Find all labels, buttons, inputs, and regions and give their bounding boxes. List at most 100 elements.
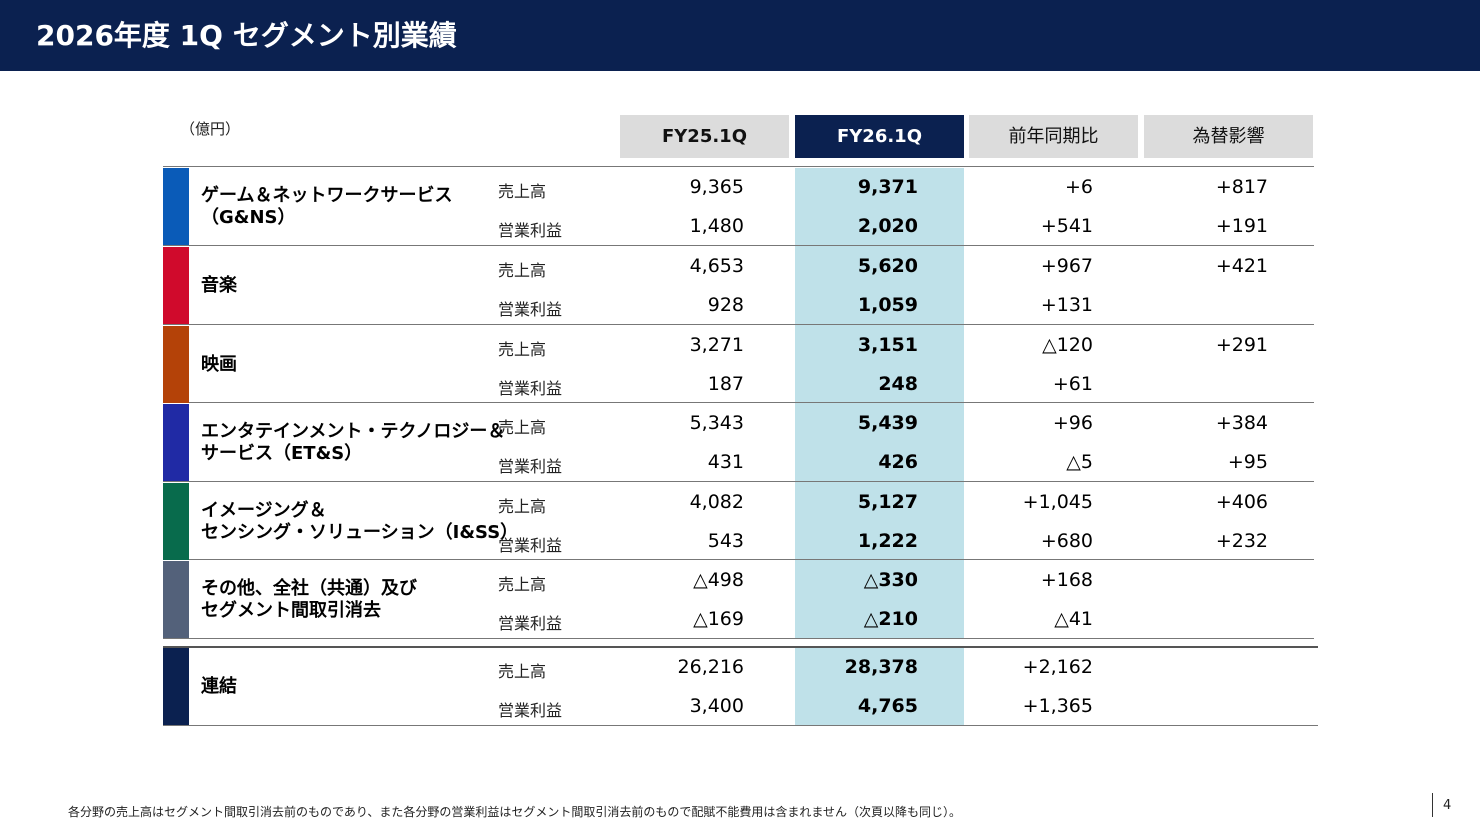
- value-sales-fy26: 3,151: [857, 334, 918, 356]
- value-op-fy26: 426: [878, 451, 918, 473]
- column-header-yoy: 前年同期比: [969, 115, 1138, 158]
- metric-label-sales: 売上高: [498, 418, 547, 437]
- segment-color-bar: [163, 326, 189, 403]
- segment-name-line2: セグメント間取引消去: [201, 600, 381, 621]
- value-op-fy26: 248: [878, 373, 918, 395]
- value-sales-fy25: 9,365: [689, 176, 744, 198]
- value-sales-yoy: +2,162: [1022, 656, 1093, 678]
- value-op-fy25: 928: [707, 294, 744, 316]
- value-op-yoy: +131: [1040, 294, 1093, 316]
- table-bottom-rule: [163, 725, 1318, 726]
- segment-name-line2: サービス（ET&S）: [201, 443, 363, 464]
- value-sales-fx: +421: [1215, 255, 1268, 277]
- column-header-fx: 為替影響: [1144, 115, 1313, 158]
- segment-color-bar: [163, 168, 189, 245]
- value-op-fx: +191: [1215, 215, 1268, 237]
- segment-color-bar: [163, 404, 189, 481]
- metric-label-sales: 売上高: [498, 497, 547, 516]
- segment-name-line2: （G&NS）: [201, 207, 296, 228]
- value-op-fy26: 4,765: [857, 695, 918, 717]
- fy26-highlight-consolidated: [795, 648, 964, 726]
- metric-label-op: 営業利益: [498, 536, 563, 555]
- value-sales-yoy: +168: [1040, 569, 1093, 591]
- metric-label-op: 営業利益: [498, 614, 563, 633]
- value-op-fy25: 543: [707, 530, 744, 552]
- value-op-fy26: 1,222: [857, 530, 918, 552]
- row-divider: [163, 245, 1314, 246]
- segment-name: 音楽: [201, 275, 237, 296]
- page-title: 2026年度 1Q セグメント別業績: [36, 19, 457, 52]
- value-sales-fy26: 9,371: [857, 176, 918, 198]
- value-sales-fy26: 5,620: [857, 255, 918, 277]
- metric-label-op: 営業利益: [498, 221, 563, 240]
- value-sales-yoy: △120: [1042, 334, 1093, 356]
- row-divider: [163, 324, 1314, 325]
- value-op-yoy: +1,365: [1022, 695, 1093, 717]
- value-sales-yoy: +967: [1040, 255, 1093, 277]
- value-sales-yoy: +96: [1052, 412, 1093, 434]
- value-sales-fy25: △498: [693, 569, 744, 591]
- metric-label-sales: 売上高: [498, 182, 547, 201]
- metric-label-op: 営業利益: [498, 701, 563, 720]
- value-sales-fy25: 4,082: [689, 491, 744, 513]
- value-sales-fy26: 5,439: [857, 412, 918, 434]
- metric-label-op: 営業利益: [498, 379, 563, 398]
- value-op-fy25: 431: [707, 451, 744, 473]
- value-sales-fx: +406: [1215, 491, 1268, 513]
- value-sales-yoy: +1,045: [1022, 491, 1093, 513]
- value-op-fy25: △169: [693, 608, 744, 630]
- row-divider: [163, 402, 1314, 403]
- value-op-yoy: +61: [1052, 373, 1093, 395]
- value-sales-fx: +291: [1215, 334, 1268, 356]
- value-op-fy26: △210: [863, 608, 918, 630]
- metric-label-sales: 売上高: [498, 575, 547, 594]
- value-op-fy25: 1,480: [689, 215, 744, 237]
- value-op-fx: +95: [1227, 451, 1268, 473]
- segment-name: 連結: [201, 676, 237, 697]
- unit-label: （億円）: [180, 120, 241, 138]
- title-bar: 2026年度 1Q セグメント別業績: [0, 0, 1480, 71]
- row-divider: [163, 638, 1314, 639]
- segment-color-bar: [163, 483, 189, 560]
- value-op-fx: +232: [1215, 530, 1268, 552]
- segment-name: エンタテインメント・テクノロジー＆: [201, 421, 506, 442]
- consolidated-top-rule: [163, 646, 1318, 648]
- page-number: 4: [1443, 798, 1452, 813]
- value-op-yoy: +680: [1040, 530, 1093, 552]
- segment-color-bar: [163, 247, 189, 324]
- value-sales-fx: +817: [1215, 176, 1268, 198]
- footnote: 各分野の売上高はセグメント間取引消去前のものであり、また各分野の営業利益はセグメ…: [68, 805, 962, 819]
- value-op-yoy: +541: [1040, 215, 1093, 237]
- value-op-fy26: 2,020: [857, 215, 918, 237]
- value-op-yoy: △5: [1066, 451, 1093, 473]
- segment-name: その他、全社（共通）及び: [201, 578, 417, 599]
- row-divider: [163, 559, 1314, 560]
- metric-label-sales: 売上高: [498, 340, 547, 359]
- metric-label-op: 営業利益: [498, 457, 563, 476]
- column-header-fy26: FY26.1Q: [795, 115, 964, 158]
- segment-name-line2: センシング・ソリューション（I&SS）: [201, 522, 519, 543]
- value-sales-fy25: 4,653: [689, 255, 744, 277]
- segment-name: 映画: [201, 354, 237, 375]
- segment-color-bar: [163, 561, 189, 638]
- page-number-divider: [1432, 793, 1433, 817]
- value-sales-fy26: 5,127: [857, 491, 918, 513]
- value-sales-yoy: +6: [1064, 176, 1093, 198]
- fy26-highlight: [795, 168, 964, 639]
- column-header-fy25: FY25.1Q: [620, 115, 789, 158]
- segment-name: ゲーム＆ネットワークサービス: [201, 185, 453, 206]
- table-top-rule: [163, 166, 1314, 167]
- metric-label-sales: 売上高: [498, 261, 547, 280]
- value-sales-fx: +384: [1215, 412, 1268, 434]
- value-op-fy25: 3,400: [689, 695, 744, 717]
- value-sales-fy25: 5,343: [689, 412, 744, 434]
- value-op-yoy: △41: [1054, 608, 1093, 630]
- value-sales-fy25: 26,216: [677, 656, 744, 678]
- value-op-fy26: 1,059: [857, 294, 918, 316]
- metric-label-op: 営業利益: [498, 300, 563, 319]
- segment-color-bar: [163, 648, 189, 725]
- value-sales-fy26: 28,378: [844, 656, 918, 678]
- metric-label-sales: 売上高: [498, 662, 547, 681]
- value-sales-fy25: 3,271: [689, 334, 744, 356]
- row-divider: [163, 481, 1314, 482]
